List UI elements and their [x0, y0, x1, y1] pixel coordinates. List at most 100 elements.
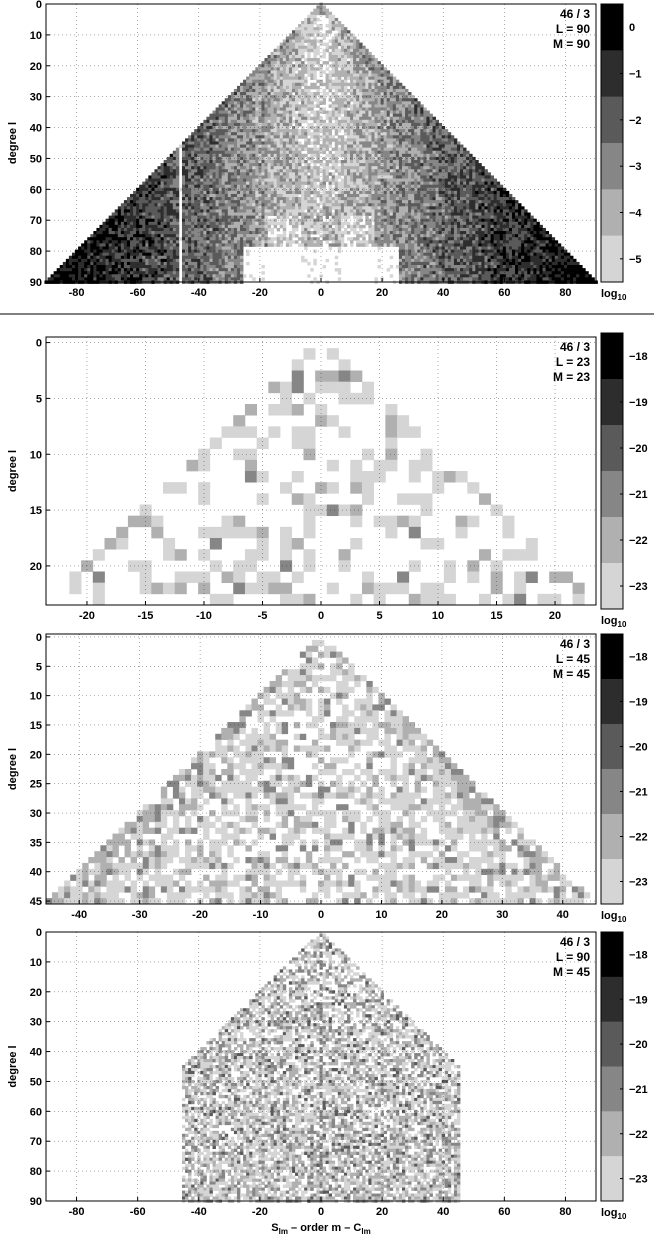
heatmap-cell: [310, 221, 314, 226]
heatmap-cell: [481, 175, 485, 179]
heatmap-cell: [365, 141, 369, 145]
heatmap-cell: [374, 119, 378, 124]
heatmap-cell: [120, 206, 125, 210]
heatmap-cell: [340, 193, 345, 198]
heatmap-cell: [420, 144, 424, 148]
heatmap-cell: [270, 92, 274, 96]
heatmap-cell: [521, 221, 525, 226]
heatmap-cell: [405, 141, 409, 145]
heatmap-cell: [337, 64, 342, 68]
heatmap-cell: [511, 197, 516, 201]
heatmap-cell: [322, 163, 326, 167]
heatmap-cell: [316, 5, 320, 9]
heatmap-cell: [432, 119, 436, 124]
heatmap-cell: [252, 150, 256, 155]
heatmap-cell: [206, 178, 210, 182]
heatmap-cell: [215, 150, 219, 155]
heatmap-cell: [270, 193, 274, 198]
heatmap-cell: [301, 20, 305, 25]
heatmap-cell: [401, 209, 406, 213]
heatmap-cell: [435, 163, 439, 167]
heatmap-cell: [337, 85, 342, 90]
heatmap-cell: [392, 122, 397, 127]
heatmap-cell: [288, 144, 293, 148]
heatmap-cell: [221, 175, 226, 179]
heatmap-cell: [377, 107, 381, 111]
heatmap-cell: [203, 119, 207, 124]
heatmap-cell: [392, 82, 397, 87]
heatmap-cell: [450, 163, 455, 167]
heatmap-cell: [206, 224, 210, 229]
heatmap-cell: [322, 150, 326, 155]
heatmap-cell: [282, 212, 287, 216]
heatmap-cell: [215, 221, 219, 226]
heatmap-cell: [460, 169, 464, 173]
heatmap-cell: [215, 181, 219, 186]
heatmap-cell: [429, 190, 433, 195]
heatmap-cell: [408, 190, 412, 195]
heatmap-cell: [353, 166, 357, 170]
heatmap-cell: [496, 190, 501, 195]
heatmap-cell: [230, 159, 235, 164]
heatmap-cell: [380, 98, 384, 102]
heatmap-cell: [172, 221, 177, 226]
heatmap-cell: [255, 73, 259, 77]
heatmap-cell: [270, 181, 274, 186]
heatmap-cell: [307, 20, 311, 25]
heatmap-cell: [444, 175, 449, 179]
heatmap-cell: [395, 197, 400, 201]
heatmap-cell: [255, 187, 259, 192]
heatmap-cell: [258, 107, 262, 111]
heatmap-cell: [337, 166, 342, 170]
heatmap-cell: [398, 172, 403, 176]
heatmap-cell: [291, 107, 296, 111]
heatmap-cell: [316, 129, 320, 133]
heatmap-cell: [453, 206, 458, 210]
heatmap-cell: [380, 101, 384, 105]
heatmap-cell: [328, 181, 333, 186]
heatmap-cell: [310, 184, 314, 189]
heatmap-cell: [291, 169, 296, 173]
heatmap-cell: [426, 212, 430, 216]
heatmap-cell: [527, 215, 531, 220]
heatmap-cell: [365, 101, 369, 105]
heatmap-cell: [368, 92, 372, 96]
heatmap-cell: [304, 64, 308, 68]
heatmap-cell: [316, 190, 320, 195]
heatmap-cell: [411, 190, 415, 195]
heatmap-cell: [469, 193, 473, 198]
heatmap-cell: [487, 212, 491, 216]
heatmap-cell: [163, 197, 168, 201]
heatmap-cell: [414, 169, 418, 173]
heatmap-cell: [343, 187, 348, 192]
heatmap-cell: [264, 159, 268, 164]
heatmap-cell: [331, 181, 336, 186]
heatmap-cell: [295, 122, 299, 127]
heatmap-cell: [307, 193, 311, 198]
heatmap-cell: [398, 178, 403, 182]
heatmap-cell: [395, 156, 400, 161]
heatmap-cell: [169, 218, 174, 223]
heatmap-cell: [123, 212, 128, 216]
heatmap-cell: [337, 169, 342, 173]
heatmap-cell: [273, 218, 278, 223]
heatmap-cell: [343, 67, 348, 71]
heatmap-cell: [325, 67, 329, 71]
heatmap-cell: [270, 200, 274, 204]
heatmap-cell: [236, 135, 241, 139]
heatmap-cell: [356, 79, 360, 84]
heatmap-cell: [301, 54, 305, 59]
heatmap-cell: [276, 178, 281, 182]
heatmap-cell: [145, 209, 149, 213]
heatmap-cell: [288, 82, 293, 87]
heatmap-cell: [295, 104, 299, 108]
heatmap-cell: [240, 200, 244, 204]
heatmap-cell: [279, 76, 284, 81]
heatmap-cell: [365, 73, 369, 77]
heatmap-cell: [310, 39, 314, 43]
heatmap-cell: [123, 218, 128, 223]
heatmap-cell: [295, 119, 299, 124]
heatmap-cell: [282, 172, 287, 176]
heatmap-cell: [368, 172, 372, 176]
heatmap-cell: [276, 153, 281, 158]
